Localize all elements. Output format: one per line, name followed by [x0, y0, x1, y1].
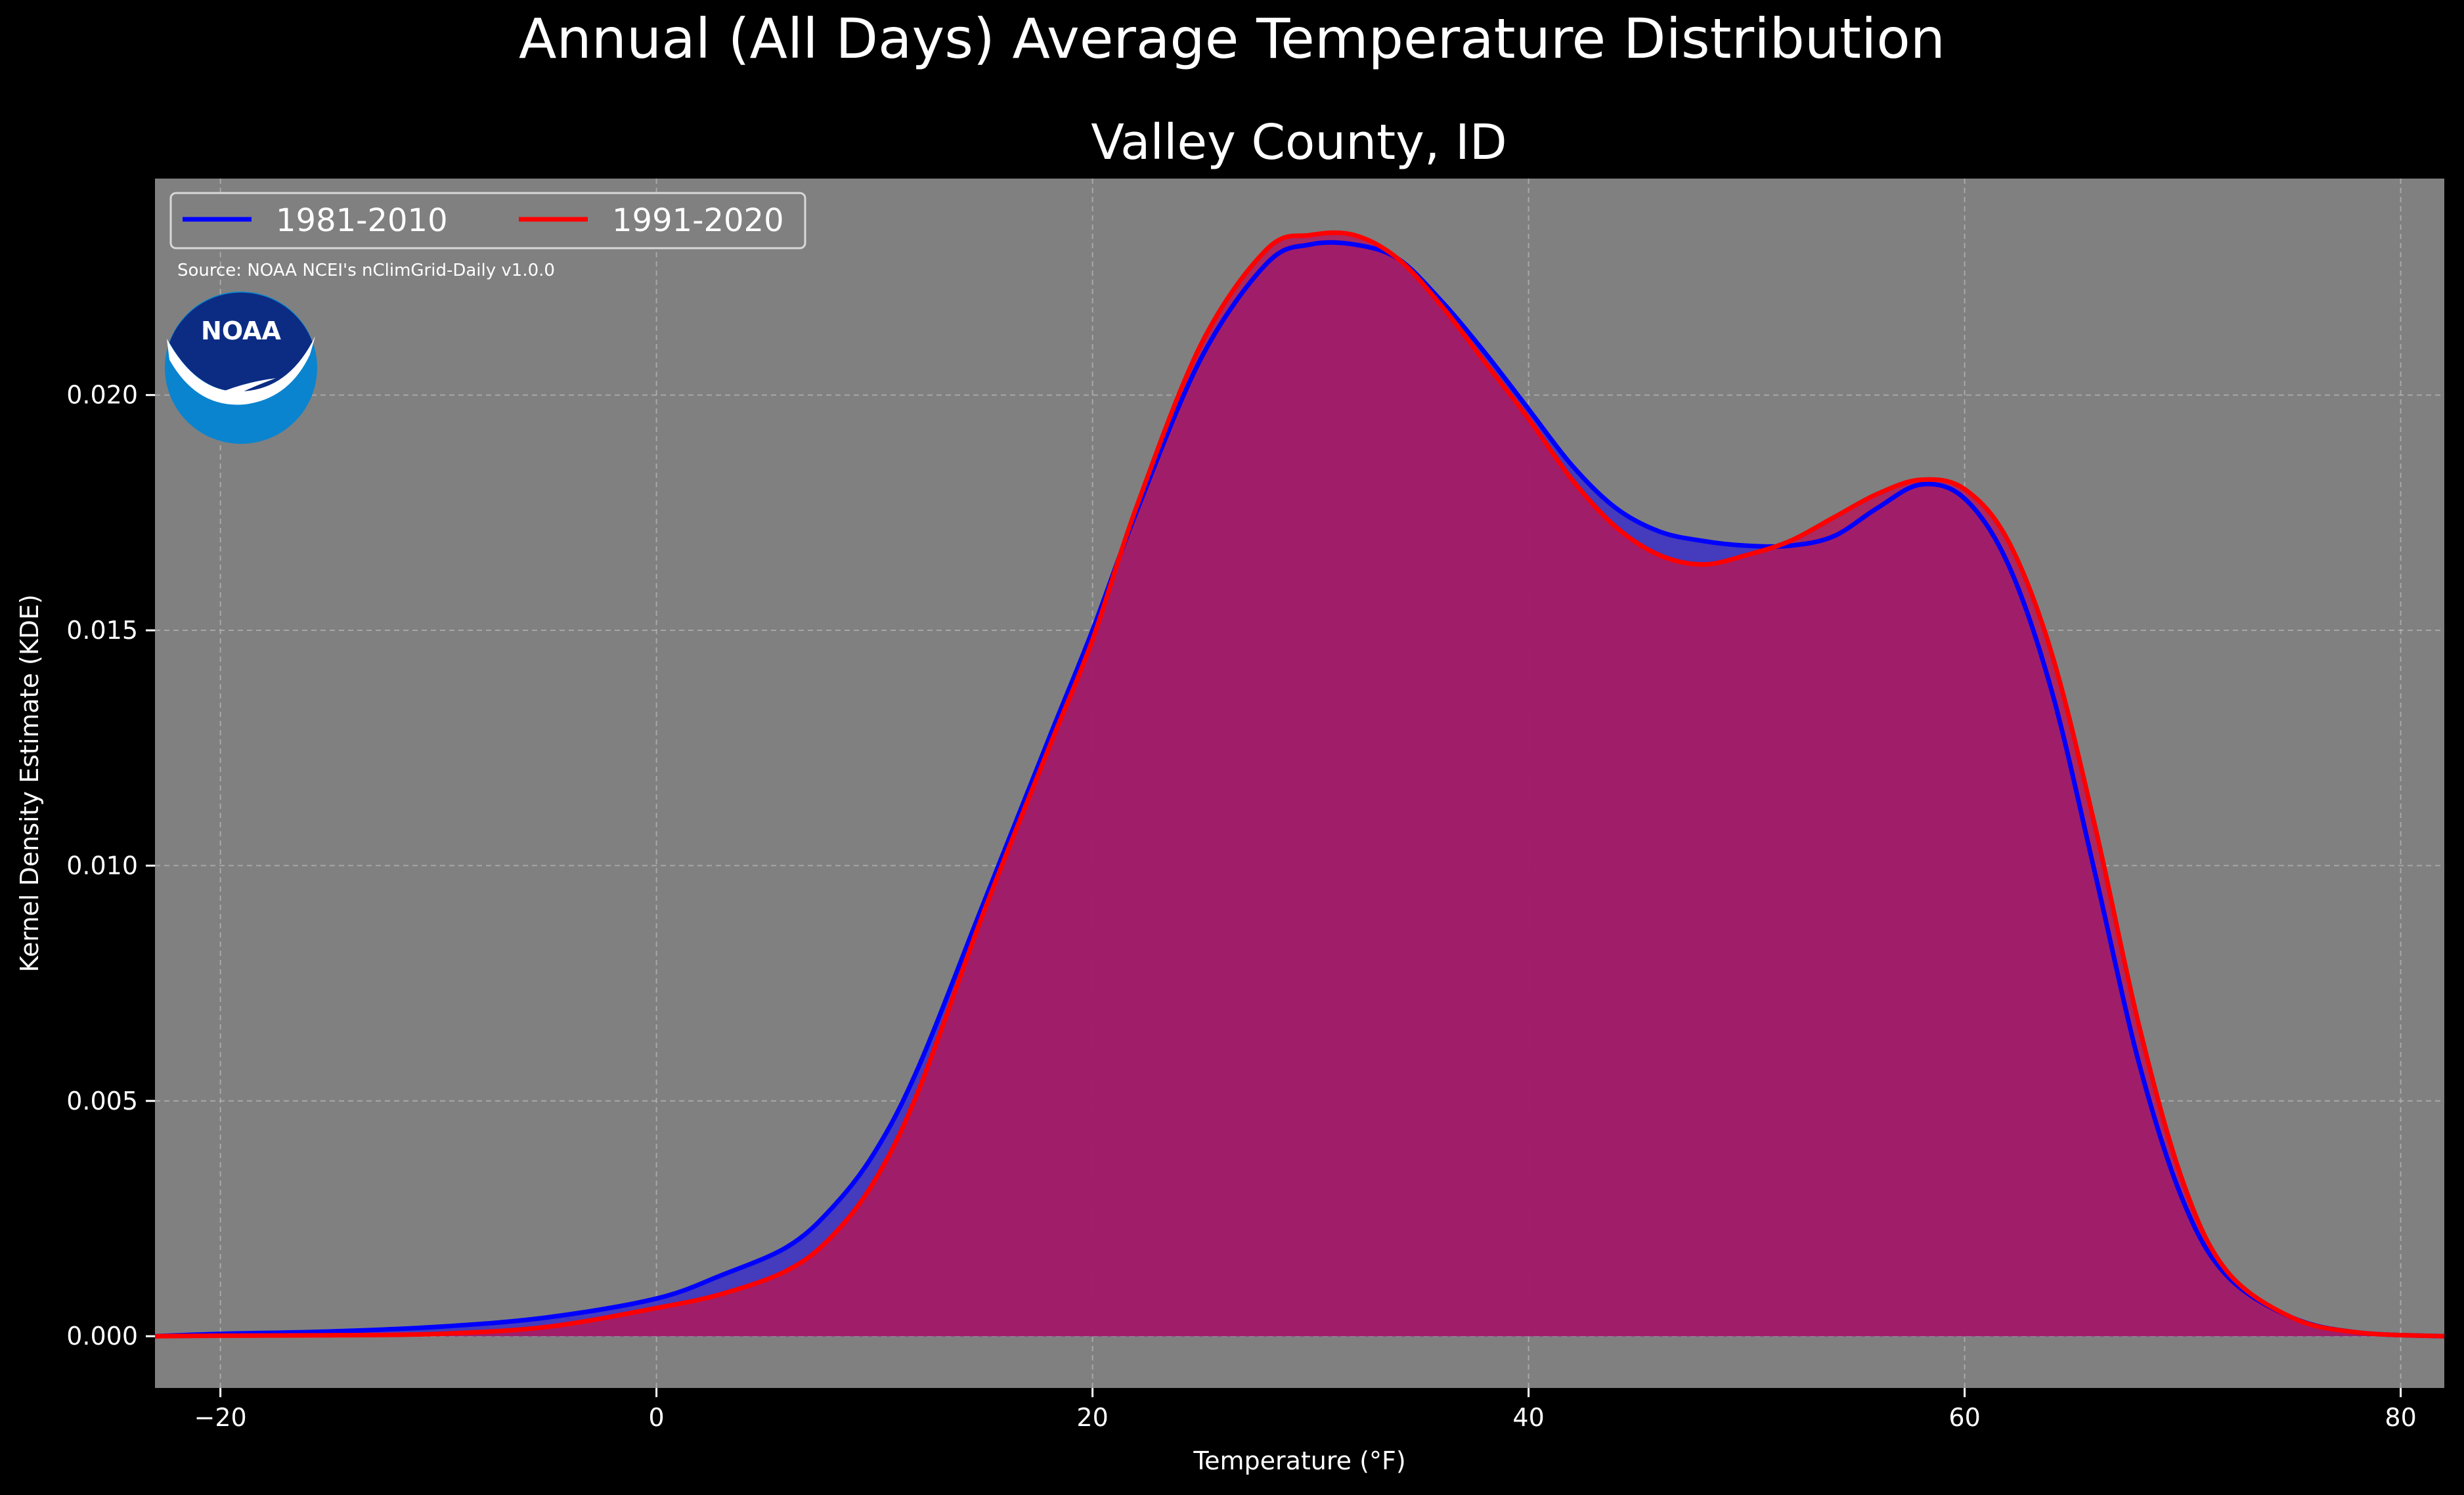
x-tick-label: 0 [649, 1403, 665, 1432]
y-axis-label: Kernel Density Estimate (KDE) [15, 594, 44, 972]
noaa-logo: NOAA [165, 292, 317, 444]
legend-label-1991-2020: 1991-2020 [612, 202, 784, 239]
y-axis-ticks: 0.000 0.005 0.010 0.015 0.020 [66, 381, 155, 1351]
x-tick-label: 60 [1948, 1403, 1980, 1432]
legend: 1981-2010 1991-2020 [169, 192, 806, 249]
y-tick-label: 0.015 [66, 616, 138, 645]
y-tick-label: 0.005 [66, 1087, 138, 1116]
x-tick-label: 40 [1512, 1403, 1544, 1432]
x-axis-label: Temperature (°F) [1193, 1446, 1405, 1475]
x-tick-label: 20 [1076, 1403, 1108, 1432]
noaa-logo-text: NOAA [201, 316, 281, 345]
y-tick-label: 0.000 [66, 1322, 138, 1351]
series-line-1991-2020 [154, 230, 2445, 1339]
series-layer [154, 230, 2445, 1339]
area-fill-1991-2020 [155, 232, 2444, 1337]
x-tick-label: 80 [2385, 1403, 2416, 1432]
y-tick-label: 0.020 [66, 381, 138, 410]
source-note: Source: NOAA NCEI's nClimGrid-Daily v1.0… [177, 261, 555, 280]
legend-label-1981-2010: 1981-2010 [276, 202, 448, 239]
y-tick-label: 0.010 [66, 851, 138, 880]
x-axis-ticks: −20 0 20 40 60 80 [194, 1388, 2417, 1432]
x-tick-label: −20 [194, 1403, 246, 1432]
chart-suptitle: Annual (All Days) Average Temperature Di… [519, 7, 1945, 71]
chart-title: Valley County, ID [1091, 114, 1507, 171]
legend-box [169, 192, 806, 249]
